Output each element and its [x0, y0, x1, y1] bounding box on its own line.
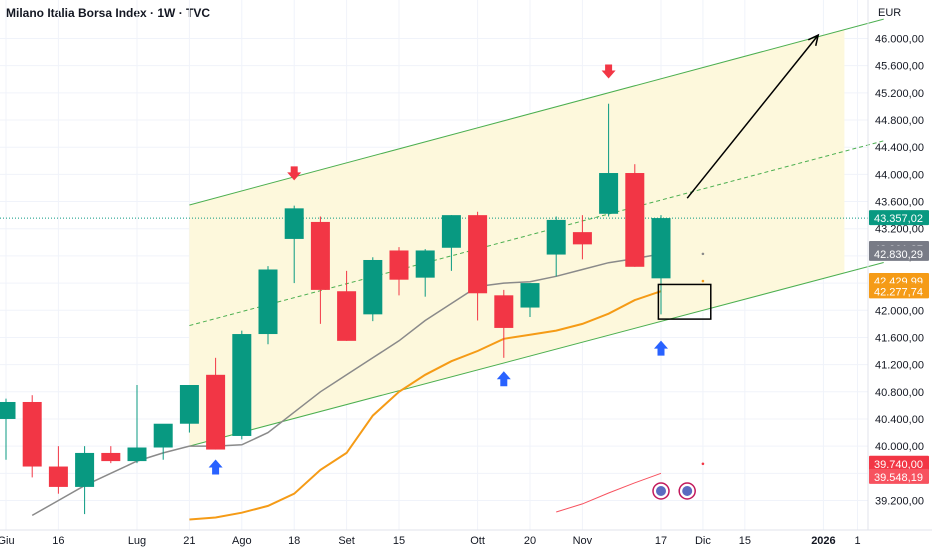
- price-label: 42.277,74: [874, 286, 923, 298]
- up-arrow-signal: [654, 340, 668, 356]
- y-tick-label: 40.400,00: [875, 414, 924, 426]
- channel: [0, 18, 884, 447]
- x-tick-label: Nov: [573, 535, 593, 547]
- y-tick-label: 42.000,00: [875, 305, 924, 317]
- currency-label: EUR: [878, 7, 902, 19]
- x-tick-label: Lug: [128, 535, 146, 547]
- y-tick-label: 44.400,00: [875, 142, 924, 154]
- candle-body[interactable]: [625, 173, 645, 267]
- y-tick-label: 43.600,00: [875, 197, 924, 209]
- price-label: 43.357,02: [874, 213, 923, 225]
- y-tick-label: 44.000,00: [875, 169, 924, 181]
- candle-body[interactable]: [520, 283, 540, 308]
- candle-body[interactable]: [415, 250, 435, 278]
- x-tick-label: 15: [739, 535, 751, 547]
- x-tick-label: 18: [288, 535, 300, 547]
- x-tick-label: Giu: [0, 535, 15, 547]
- y-tick-label: 41.200,00: [875, 360, 924, 372]
- x-tick-label: 20: [524, 535, 536, 547]
- candles: [0, 103, 671, 515]
- y-tick-label: 43.200,00: [875, 224, 924, 236]
- channel-lower-line[interactable]: [189, 262, 884, 447]
- y-tick-label: 44.800,00: [875, 115, 924, 127]
- x-tick-label: 16: [52, 535, 64, 547]
- price-label-bg: [869, 210, 929, 226]
- candle-body[interactable]: [599, 173, 619, 214]
- candle-body[interactable]: [0, 401, 16, 419]
- up-arrow-signal: [496, 371, 511, 387]
- price-label: 39.548,19: [874, 472, 923, 484]
- event-icon-inner: [682, 486, 693, 496]
- channel-upper-line[interactable]: [189, 18, 884, 206]
- y-tick-label: 41.600,00: [875, 332, 924, 344]
- x-tick-label: 2026: [811, 535, 835, 547]
- sma-red-line[interactable]: [556, 472, 662, 513]
- candle-body[interactable]: [441, 215, 461, 248]
- y-tick-label: 40.000,00: [875, 441, 924, 453]
- x-tick-label: Set: [338, 535, 355, 547]
- value-marker-dot: [701, 252, 705, 256]
- x-tick-label: 21: [183, 535, 195, 547]
- candle-body[interactable]: [337, 291, 357, 341]
- candle-body[interactable]: [468, 215, 488, 294]
- candle-body[interactable]: [494, 295, 514, 328]
- candle-body[interactable]: [651, 218, 671, 279]
- y-tick-label: 46.000,00: [875, 34, 924, 46]
- projection-arrow-line[interactable]: [686, 34, 819, 199]
- projection-arrow-head: [807, 33, 820, 46]
- candle-body[interactable]: [48, 466, 68, 487]
- price-label: 39.740,00: [874, 459, 923, 471]
- candle-body[interactable]: [206, 374, 226, 450]
- value-marker-dot: [701, 462, 705, 466]
- candle-body[interactable]: [179, 385, 199, 424]
- candle-body[interactable]: [258, 269, 278, 335]
- candle-body[interactable]: [546, 219, 566, 255]
- candle-body[interactable]: [101, 452, 121, 462]
- chart-title: Milano Italia Borsa Index · 1W · TVC: [6, 6, 211, 20]
- y-tick-label: 45.200,00: [875, 88, 924, 100]
- down-arrow-signal: [287, 166, 302, 181]
- candle-body[interactable]: [310, 221, 330, 290]
- y-tick-label: 45.600,00: [875, 61, 924, 73]
- price-label-bg: [869, 455, 929, 471]
- candle-body[interactable]: [284, 208, 304, 239]
- y-tick-label: 39.200,00: [875, 496, 924, 508]
- candle-body[interactable]: [389, 250, 409, 280]
- event-icon-inner: [656, 486, 666, 496]
- candle-body[interactable]: [363, 259, 383, 315]
- price-label-bg: [869, 283, 929, 299]
- up-arrow-signal: [208, 459, 223, 475]
- x-tick-label: 17: [655, 535, 667, 547]
- x-tick-label: Ott: [470, 535, 485, 547]
- candle-body[interactable]: [127, 447, 147, 462]
- down-arrow-signal: [601, 64, 616, 79]
- x-tick-label: 1: [854, 535, 860, 547]
- value-marker-dot: [701, 279, 705, 283]
- price-label: 42.830,29: [874, 249, 923, 261]
- channel-mid-line[interactable]: [189, 140, 884, 327]
- y-tick-label: 40.800,00: [875, 387, 924, 399]
- candle-body[interactable]: [153, 423, 173, 448]
- x-tick-label: Ago: [232, 535, 252, 547]
- price-label-bg: [869, 468, 929, 484]
- candle-body[interactable]: [232, 334, 252, 436]
- annotations: [208, 33, 820, 500]
- candle-body[interactable]: [572, 232, 592, 245]
- highlight-box[interactable]: [657, 283, 712, 320]
- candle-body[interactable]: [22, 401, 42, 467]
- x-tick-label: 15: [393, 535, 405, 547]
- price-label-bg: [869, 245, 929, 261]
- candle-body[interactable]: [75, 452, 95, 487]
- x-tick-label: Dic: [695, 535, 711, 547]
- sma-orange-line[interactable]: [189, 290, 662, 521]
